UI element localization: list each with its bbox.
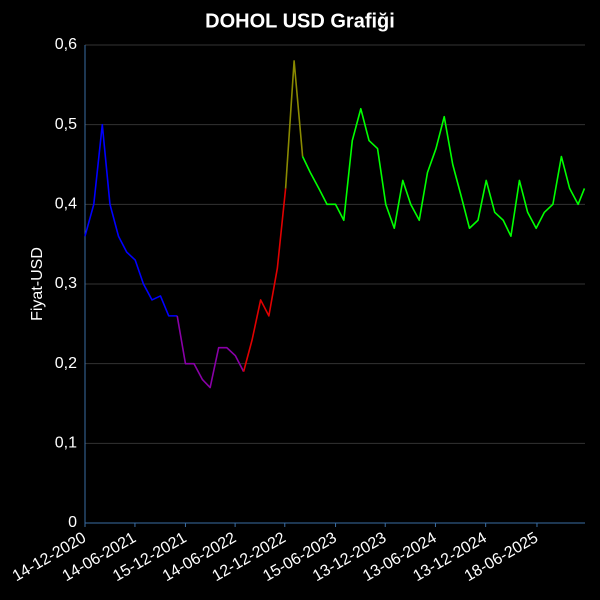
y-tick-label: 0,1 (55, 435, 77, 452)
price-line (176, 315, 245, 389)
y-tick-label: 0,4 (55, 196, 77, 213)
chart-title: DOHOL USD Grafiği (205, 10, 395, 32)
price-line (242, 188, 287, 372)
price-line (84, 123, 178, 317)
price-line (301, 107, 586, 237)
y-axis-label: Fiyat-USD (29, 247, 46, 321)
y-tick-label: 0,2 (55, 355, 77, 372)
y-tick-label: 0,6 (55, 36, 77, 53)
y-tick-label: 0,5 (55, 116, 77, 133)
price-line (284, 60, 304, 189)
y-tick-label: 0 (68, 514, 77, 531)
y-tick-label: 0,3 (55, 275, 77, 292)
